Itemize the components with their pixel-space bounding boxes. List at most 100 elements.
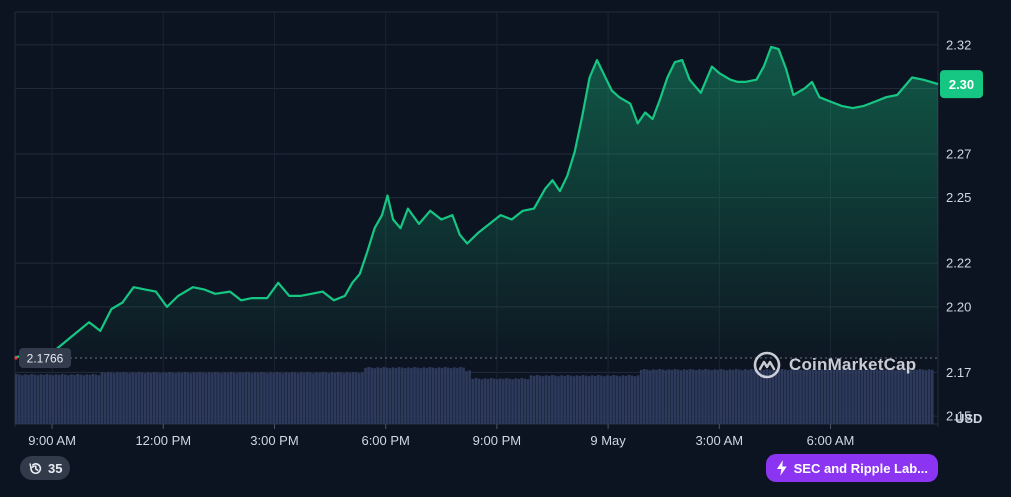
volume-bar xyxy=(774,369,778,424)
volume-bar xyxy=(802,370,805,424)
volume-bar xyxy=(379,367,383,424)
volume-bar xyxy=(593,375,597,424)
y-tick-label: 2.20 xyxy=(946,299,971,314)
volume-bar xyxy=(324,372,327,424)
volume-bar xyxy=(165,372,168,424)
volume-bar xyxy=(189,373,193,424)
volume-bar xyxy=(168,372,171,424)
volume-bar xyxy=(122,372,125,424)
volume-bar xyxy=(109,372,113,424)
volume-bar xyxy=(823,369,827,424)
volume-bar xyxy=(716,369,720,424)
x-tick-label: 12:00 PM xyxy=(135,433,191,448)
coinmarketcap-logo: CoinMarketCap xyxy=(752,350,916,380)
volume-bar xyxy=(364,367,367,424)
volume-bar xyxy=(930,369,934,424)
volume-bar xyxy=(183,372,187,424)
currency-label: USD xyxy=(955,411,983,426)
volume-bar xyxy=(835,369,839,424)
volume-bar xyxy=(214,372,217,424)
volume-bar xyxy=(642,369,646,424)
volume-bar xyxy=(854,369,857,424)
volume-bar xyxy=(817,370,821,424)
volume-bar xyxy=(731,369,735,424)
volume-bar xyxy=(57,374,61,424)
volume-bar xyxy=(554,375,557,424)
volume-bar xyxy=(502,378,505,424)
volume-bar xyxy=(578,375,582,424)
volume-bar xyxy=(440,367,444,424)
volume-bar xyxy=(152,372,156,424)
volume-bar xyxy=(505,378,508,424)
volume-bar xyxy=(575,375,579,424)
volume-bar xyxy=(658,369,661,424)
volume-bar xyxy=(266,373,269,424)
volume-bar xyxy=(397,367,401,424)
volume-bar xyxy=(888,369,891,424)
volume-bar xyxy=(315,372,318,424)
volume-bar xyxy=(661,369,664,424)
current-price-label: 2.30 xyxy=(949,77,974,92)
volume-bar xyxy=(345,372,349,424)
volume-bar xyxy=(327,373,331,424)
volume-bar xyxy=(241,372,245,424)
volume-bar xyxy=(140,372,144,424)
volume-bar xyxy=(609,375,612,424)
volume-bar xyxy=(523,378,527,424)
volume-bar xyxy=(756,370,759,424)
volume-bar xyxy=(404,368,407,424)
volume-bar xyxy=(318,372,321,424)
volume-bar xyxy=(734,369,738,424)
volume-bar xyxy=(692,369,695,424)
volume-bar xyxy=(719,369,723,424)
volume-bar xyxy=(682,369,686,424)
volume-bar xyxy=(544,375,548,424)
volume-bar xyxy=(416,367,419,424)
volume-bar xyxy=(627,375,631,424)
volume-bar xyxy=(223,372,226,424)
volume-bar xyxy=(155,372,159,424)
history-button[interactable]: 35 xyxy=(20,456,71,480)
volume-bar xyxy=(878,370,882,424)
volume-bar xyxy=(437,367,441,424)
volume-bar xyxy=(100,372,104,424)
logo-text: CoinMarketCap xyxy=(789,355,917,374)
volume-bar xyxy=(453,367,456,424)
volume-bar xyxy=(443,367,447,424)
volume-bar xyxy=(826,369,830,424)
volume-bar xyxy=(299,372,303,424)
volume-bar xyxy=(765,369,769,424)
volume-bar xyxy=(750,369,753,424)
volume-bar xyxy=(373,368,377,424)
volume-bar xyxy=(587,376,591,424)
reference-price-label: 2.1766 xyxy=(27,351,64,365)
volume-bar xyxy=(33,374,36,424)
volume-bar xyxy=(526,379,530,424)
x-tick-label: 9 May xyxy=(590,433,626,448)
volume-bar xyxy=(777,369,781,424)
volume-bar xyxy=(465,371,468,424)
reference-badge xyxy=(19,347,71,368)
volume-bar xyxy=(204,373,208,424)
price-badges: 2.30 xyxy=(940,70,983,99)
news-button[interactable]: SEC and Ripple Lab... xyxy=(766,454,938,482)
volume-bar xyxy=(848,370,851,424)
volume-bar xyxy=(820,369,824,424)
volume-bar xyxy=(783,369,787,424)
volume-bar xyxy=(685,369,689,424)
volume-bar xyxy=(192,372,196,424)
volume-bar xyxy=(131,372,135,424)
volume-bar xyxy=(725,370,729,424)
volume-bar xyxy=(753,369,756,424)
volume-bar xyxy=(119,372,122,424)
volume-bar xyxy=(872,369,876,424)
y-tick-label: 2.15 xyxy=(946,409,971,424)
volume-bar xyxy=(664,370,668,424)
volume-bar xyxy=(103,372,107,424)
volume-bar xyxy=(857,369,861,424)
volume-bar xyxy=(618,376,622,424)
volume-bar xyxy=(462,367,465,424)
volume-bar xyxy=(891,369,894,424)
volume-bar xyxy=(260,372,263,424)
volume-bar xyxy=(330,372,334,424)
